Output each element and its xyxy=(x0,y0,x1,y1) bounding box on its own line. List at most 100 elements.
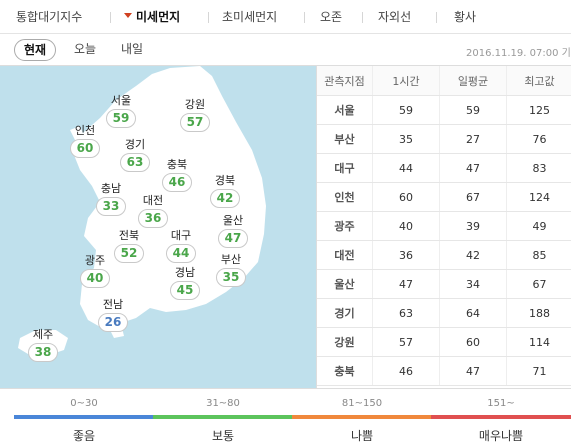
region-name: 충남 xyxy=(100,182,122,195)
daily-average-value: 67 xyxy=(440,183,507,211)
legend-very-bad: 151~ 매우나쁨 xyxy=(431,389,571,448)
station-name: 경기 xyxy=(317,299,373,327)
map-region-gwangju[interactable]: 광주 40 xyxy=(70,254,120,288)
map-region-ulsan[interactable]: 울산 47 xyxy=(208,214,258,248)
map-region-daegu[interactable]: 대구 44 xyxy=(156,229,206,263)
tab-ozone[interactable]: 오존 xyxy=(320,10,343,24)
caret-down-icon xyxy=(124,13,132,18)
header-daily-average: 일평균 xyxy=(440,66,507,95)
legend-good: 0~30 좋음 xyxy=(14,389,154,448)
tab-uv[interactable]: 자외선 xyxy=(378,10,412,24)
legend-label: 좋음 xyxy=(72,429,96,443)
tab-divider xyxy=(304,12,305,23)
map-region-jeonnam[interactable]: 전남 26 xyxy=(88,298,138,332)
region-pm10-value: 45 xyxy=(170,281,200,300)
table-row: 광주 40 39 49 xyxy=(317,212,571,241)
hourly-value: 47 xyxy=(373,270,440,298)
legend-range: 81~150 xyxy=(341,398,383,409)
legend-color-bar xyxy=(153,415,293,419)
map-region-gangwon[interactable]: 강원 57 xyxy=(170,98,220,132)
region-name: 부산 xyxy=(220,253,242,266)
region-pm10-value: 42 xyxy=(210,189,240,208)
max-value: 83 xyxy=(532,161,547,175)
daily-average-value: 47 xyxy=(440,154,507,182)
time-tab-bar: 현재 오늘 내일 2016.11.19. 07:00 기준 xyxy=(0,34,571,66)
hourly-value: 57 xyxy=(373,328,440,356)
legend-bad: 81~150 나쁨 xyxy=(292,389,432,448)
region-name: 경북 xyxy=(214,174,236,187)
max-value: 114 xyxy=(529,335,550,349)
tab-ultrafine-dust[interactable]: 초미세먼지 xyxy=(222,10,278,24)
region-pm10-value: 57 xyxy=(180,113,210,132)
hourly-value: 60 xyxy=(373,183,440,211)
air-quality-legend: 0~30 좋음 31~80 보통 81~150 나쁨 151~ 매우나쁨 xyxy=(0,388,571,448)
hourly-value: 36 xyxy=(373,241,440,269)
map-region-chungnam[interactable]: 충남 33 xyxy=(86,182,136,216)
max-value: 49 xyxy=(532,219,547,233)
station-name: 충북 xyxy=(317,357,373,385)
tab-fine-dust[interactable]: 미세먼지 xyxy=(124,0,180,34)
tab-integrated-air-index[interactable]: 통합대기지수 xyxy=(16,10,83,24)
map-region-busan[interactable]: 부산 35 xyxy=(206,253,256,287)
map-region-gyeongnam[interactable]: 경남 45 xyxy=(160,266,210,300)
region-pm10-value: 40 xyxy=(80,269,110,288)
daily-average-value: 60 xyxy=(440,328,507,356)
map-region-daejeon[interactable]: 대전 36 xyxy=(128,194,178,228)
station-name: 인천 xyxy=(317,183,373,211)
region-name: 서울 xyxy=(110,94,132,107)
map-region-chungbuk[interactable]: 충북 46 xyxy=(152,158,202,192)
region-pm10-value: 38 xyxy=(28,343,58,362)
hourly-value: 44 xyxy=(373,154,440,182)
hourly-value: 46 xyxy=(373,357,440,385)
legend-range: 31~80 xyxy=(206,398,240,409)
map-region-gyeonggi[interactable]: 경기 63 xyxy=(110,138,160,172)
max-value: 124 xyxy=(529,190,550,204)
table-row: 강원 57 60 114 xyxy=(317,328,571,357)
legend-range: 0~30 xyxy=(70,398,98,409)
tab-divider xyxy=(362,12,363,23)
region-name: 인천 xyxy=(74,124,96,137)
daily-average-value: 64 xyxy=(440,299,507,327)
hourly-value: 40 xyxy=(373,212,440,240)
legend-color-bar xyxy=(292,415,432,419)
region-name: 대구 xyxy=(170,229,192,242)
region-name: 제주 xyxy=(32,328,54,341)
region-pm10-value: 60 xyxy=(70,139,100,158)
table-row: 서울 59 59 125 xyxy=(317,96,571,125)
region-pm10-value: 36 xyxy=(138,209,168,228)
map-region-jeju[interactable]: 제주 38 xyxy=(18,328,68,362)
daily-average-value: 27 xyxy=(440,125,507,153)
daily-average-value: 47 xyxy=(440,357,507,385)
tab-divider xyxy=(208,12,209,23)
region-pm10-value: 35 xyxy=(216,268,246,287)
station-data-table: 관측지점 1시간 일평균 최고값 서울 59 59 125 부산 35 27 7… xyxy=(316,66,571,388)
tab-divider xyxy=(110,12,111,23)
table-row: 울산 47 34 67 xyxy=(317,270,571,299)
table-row: 대전 36 42 85 xyxy=(317,241,571,270)
tab-yellow-dust[interactable]: 황사 xyxy=(454,10,477,24)
max-value: 71 xyxy=(532,364,547,378)
header-max-value: 최고값 xyxy=(524,74,555,88)
table-row: 경기 63 64 188 xyxy=(317,299,571,328)
station-name: 광주 xyxy=(317,212,373,240)
region-pm10-value: 46 xyxy=(162,173,192,192)
tab-fine-dust-label: 미세먼지 xyxy=(136,10,181,24)
region-name: 강원 xyxy=(184,98,206,111)
observation-timestamp: 2016.11.19. 07:00 기준 xyxy=(466,48,571,59)
table-row: 인천 60 67 124 xyxy=(317,183,571,212)
map-region-jeonbuk[interactable]: 전북 52 xyxy=(104,229,154,263)
map-region-incheon[interactable]: 인천 60 xyxy=(60,124,110,158)
tab-tomorrow[interactable]: 내일 xyxy=(121,42,144,56)
region-pm10-value: 47 xyxy=(218,229,248,248)
tab-today[interactable]: 오늘 xyxy=(74,42,97,56)
max-value: 67 xyxy=(532,277,547,291)
station-name: 강원 xyxy=(317,328,373,356)
region-pm10-value: 26 xyxy=(98,313,128,332)
max-value: 76 xyxy=(532,132,547,146)
legend-range: 151~ xyxy=(487,398,515,409)
tab-now[interactable]: 현재 xyxy=(14,39,57,61)
map-region-gyeongbuk[interactable]: 경북 42 xyxy=(200,174,250,208)
map-region-seoul[interactable]: 서울 59 xyxy=(96,94,146,128)
legend-normal: 31~80 보통 xyxy=(153,389,293,448)
table-row: 대구 44 47 83 xyxy=(317,154,571,183)
